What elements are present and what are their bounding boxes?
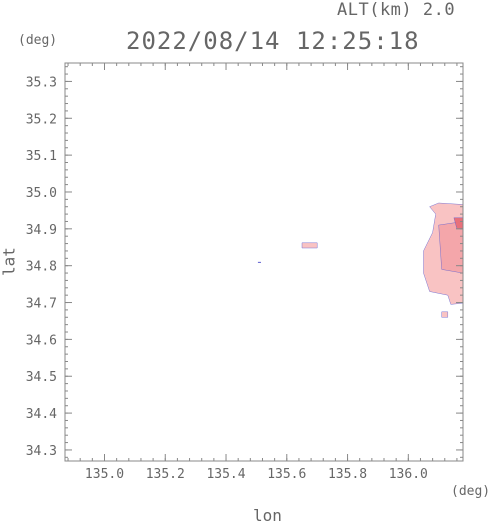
echo-region-south-fragment — [441, 311, 448, 318]
y-tick-label: 34.4 — [26, 407, 57, 422]
echo-core-east — [438, 221, 463, 274]
plot-frame — [64, 62, 464, 462]
y-unit-label: (deg) — [18, 33, 58, 48]
y-tick-label: 35.0 — [26, 186, 57, 201]
x-tick-label: 136.0 — [389, 467, 428, 482]
echo-layer — [301, 202, 463, 318]
datetime-title: 2022/08/14 12:25:18 — [126, 27, 420, 55]
y-tick-label: 34.5 — [26, 370, 57, 385]
x-tick-label: 135.8 — [328, 467, 367, 482]
y-tick-label: 35.2 — [26, 112, 57, 127]
altitude-label: ALT(km) 2.0 — [337, 0, 456, 20]
y-tick-label: 34.3 — [26, 444, 57, 459]
x-tick-label: 135.2 — [146, 467, 185, 482]
y-tick-label: 35.1 — [26, 149, 57, 164]
y-tick-label: 34.8 — [26, 260, 57, 275]
echo-region-small-cell — [301, 242, 318, 249]
y-tick-label: 35.3 — [26, 75, 57, 90]
y-tick-label: 34.9 — [26, 223, 57, 238]
x-tick-label: 135.0 — [85, 467, 124, 482]
y-tick-label: 34.6 — [26, 333, 57, 348]
y-tick-label: 34.7 — [26, 297, 57, 312]
x-unit-label: (deg) — [451, 484, 491, 499]
x-axis-label: lon — [253, 506, 282, 525]
x-tick-label: 135.4 — [206, 467, 245, 482]
echo-peak-east — [453, 217, 463, 229]
x-tick-label: 135.6 — [267, 467, 306, 482]
